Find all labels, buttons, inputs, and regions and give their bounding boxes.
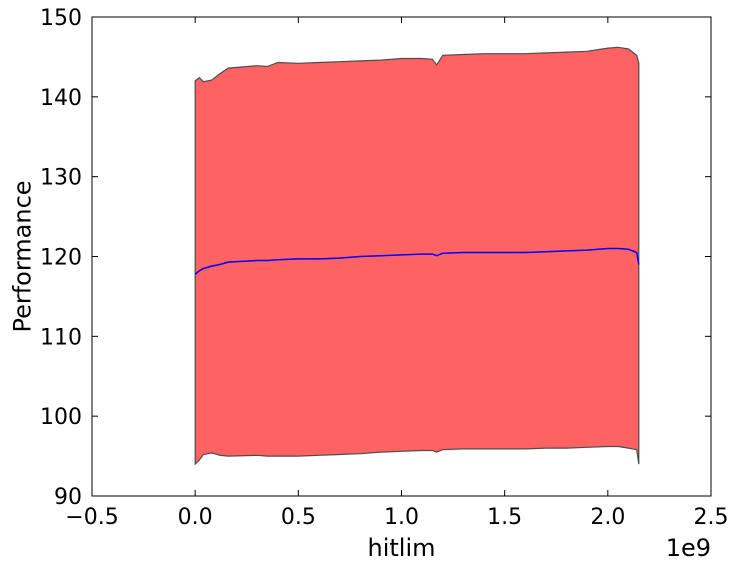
axis-ticks: −0.5 0.0 0.5 1.0 1.5 2.0 2.5 90 100 110 120 130 140 1… xyxy=(40,6,729,530)
x-axis-offset-label: 1e9 xyxy=(666,534,711,562)
x-tick-label: 2.0 xyxy=(590,505,625,530)
confidence-band xyxy=(194,46,640,466)
x-tick-label: 1.5 xyxy=(487,505,522,530)
plot-area xyxy=(194,46,640,466)
y-axis-label: Performance xyxy=(8,180,36,332)
x-tick-label: 0.0 xyxy=(178,505,213,530)
y-tick-label: 100 xyxy=(40,405,82,430)
y-tick-label: 130 xyxy=(40,166,82,191)
y-tick-label: 120 xyxy=(40,246,82,271)
x-tick-label: −0.5 xyxy=(65,505,118,530)
y-tick-label: 140 xyxy=(40,86,82,111)
y-tick-label: 110 xyxy=(40,325,82,350)
x-tick-label: 2.5 xyxy=(694,505,729,530)
y-tick-label: 90 xyxy=(54,485,82,510)
x-axis-label: hitlim xyxy=(367,534,435,562)
mean-line xyxy=(194,247,640,275)
y-tick-label: 150 xyxy=(40,6,82,31)
x-tick-label: 1.0 xyxy=(384,505,419,530)
x-tick-label: 0.5 xyxy=(281,505,316,530)
